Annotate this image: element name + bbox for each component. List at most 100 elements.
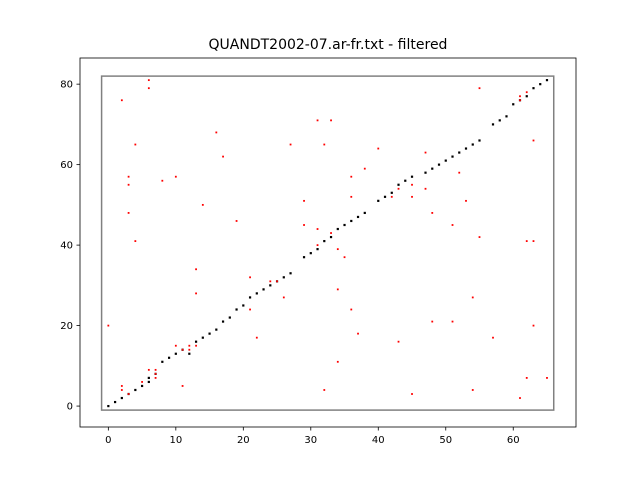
filtered-point bbox=[336, 248, 339, 251]
aligned-point bbox=[201, 336, 204, 339]
aligned-point bbox=[289, 272, 292, 275]
filtered-point bbox=[188, 344, 191, 347]
aligned-point bbox=[167, 356, 171, 359]
filtered-point bbox=[532, 240, 535, 242]
filtered-point bbox=[120, 385, 123, 387]
filtered-point bbox=[363, 167, 366, 170]
y-tick-label: 40 bbox=[60, 241, 73, 252]
filtered-point bbox=[492, 336, 494, 339]
aligned-point bbox=[491, 123, 495, 126]
filtered-point bbox=[478, 87, 481, 90]
filtered-point bbox=[120, 389, 123, 391]
aligned-point bbox=[235, 308, 238, 311]
aligned-point bbox=[221, 320, 225, 323]
aligned-point bbox=[458, 151, 461, 154]
aligned-point bbox=[282, 276, 285, 279]
filtered-point bbox=[471, 389, 474, 391]
filtered-point bbox=[249, 308, 251, 311]
x-tick-label: 60 bbox=[507, 435, 520, 446]
filtered-point bbox=[323, 143, 326, 146]
aligned-point bbox=[215, 328, 218, 331]
aligned-point bbox=[431, 167, 434, 170]
filtered-point bbox=[431, 320, 434, 323]
filtered-point bbox=[316, 244, 319, 247]
filtered-point bbox=[195, 344, 197, 347]
filtered-point bbox=[303, 199, 305, 202]
filtered-point bbox=[127, 393, 130, 395]
x-tick-label: 0 bbox=[105, 435, 111, 446]
filtered-point bbox=[147, 368, 150, 371]
filtered-point bbox=[201, 203, 204, 206]
filtered-point bbox=[336, 288, 339, 291]
filtered-point bbox=[289, 143, 292, 146]
filtered-point bbox=[154, 377, 157, 379]
aligned-point bbox=[269, 284, 272, 287]
filtered-point bbox=[195, 268, 197, 271]
aligned-point bbox=[397, 183, 400, 186]
filtered-point bbox=[181, 348, 184, 351]
y-tick-label: 80 bbox=[60, 80, 73, 91]
aligned-point bbox=[147, 380, 150, 384]
filtered-point bbox=[127, 183, 130, 186]
aligned-point bbox=[383, 195, 387, 198]
filtered-point bbox=[336, 360, 339, 363]
filtered-point bbox=[323, 389, 326, 391]
filtered-point bbox=[478, 236, 481, 238]
filtered-point bbox=[546, 377, 548, 379]
aligned-point bbox=[532, 87, 535, 90]
aligned-point bbox=[525, 95, 528, 98]
x-tick-label: 10 bbox=[169, 435, 182, 446]
aligned-point bbox=[161, 360, 164, 363]
axes-frame bbox=[79, 57, 577, 428]
filtered-point bbox=[397, 187, 400, 190]
aligned-point bbox=[390, 191, 393, 194]
filtered-point bbox=[134, 240, 137, 242]
aligned-point bbox=[255, 292, 258, 295]
aligned-point bbox=[464, 147, 468, 150]
filtered-point bbox=[195, 292, 197, 295]
aligned-point bbox=[242, 304, 245, 307]
filtered-point bbox=[147, 87, 150, 90]
filtered-point bbox=[397, 340, 400, 343]
y-tick-label: 60 bbox=[60, 160, 73, 171]
filtered-point bbox=[451, 320, 454, 323]
filtered-point bbox=[411, 393, 413, 395]
x-tick-label: 50 bbox=[439, 435, 452, 446]
axes: 0 10 20 30 40 50 60 0 20 40 60 80 bbox=[60, 57, 577, 446]
filtered-point bbox=[424, 187, 427, 190]
alignment-bounding-box bbox=[100, 75, 555, 411]
aligned-point bbox=[451, 155, 454, 158]
filtered-point bbox=[330, 119, 332, 122]
filtered-point bbox=[350, 308, 353, 311]
aligned-point bbox=[505, 115, 508, 118]
filtered-point bbox=[316, 119, 319, 122]
aligned-point bbox=[147, 376, 150, 380]
filtered-point bbox=[316, 228, 319, 230]
filtered-point bbox=[519, 95, 521, 98]
aligned-point bbox=[262, 288, 265, 291]
filtered-point bbox=[343, 256, 346, 259]
filtered-point bbox=[377, 147, 380, 150]
filtered-point bbox=[120, 99, 123, 102]
filtered-point bbox=[411, 195, 413, 198]
filtered-point bbox=[174, 344, 177, 347]
aligned-point bbox=[404, 179, 407, 182]
filtered-point bbox=[357, 332, 359, 335]
aligned-point bbox=[444, 159, 447, 162]
aligned-point bbox=[134, 388, 137, 392]
filtered-point bbox=[107, 324, 110, 327]
aligned-point bbox=[309, 252, 312, 255]
filtered-point bbox=[471, 296, 474, 299]
aligned-point bbox=[471, 143, 474, 146]
filtered-point bbox=[532, 324, 535, 327]
aligned-point bbox=[107, 404, 110, 408]
aligned-point bbox=[363, 211, 366, 215]
filtered-point bbox=[215, 131, 218, 134]
filtered-point bbox=[127, 175, 130, 178]
aligned-point bbox=[539, 83, 542, 86]
aligned-point bbox=[248, 296, 252, 299]
filtered-point bbox=[154, 368, 157, 371]
filtered-point bbox=[249, 276, 251, 279]
y-tick-label: 0 bbox=[67, 402, 73, 413]
